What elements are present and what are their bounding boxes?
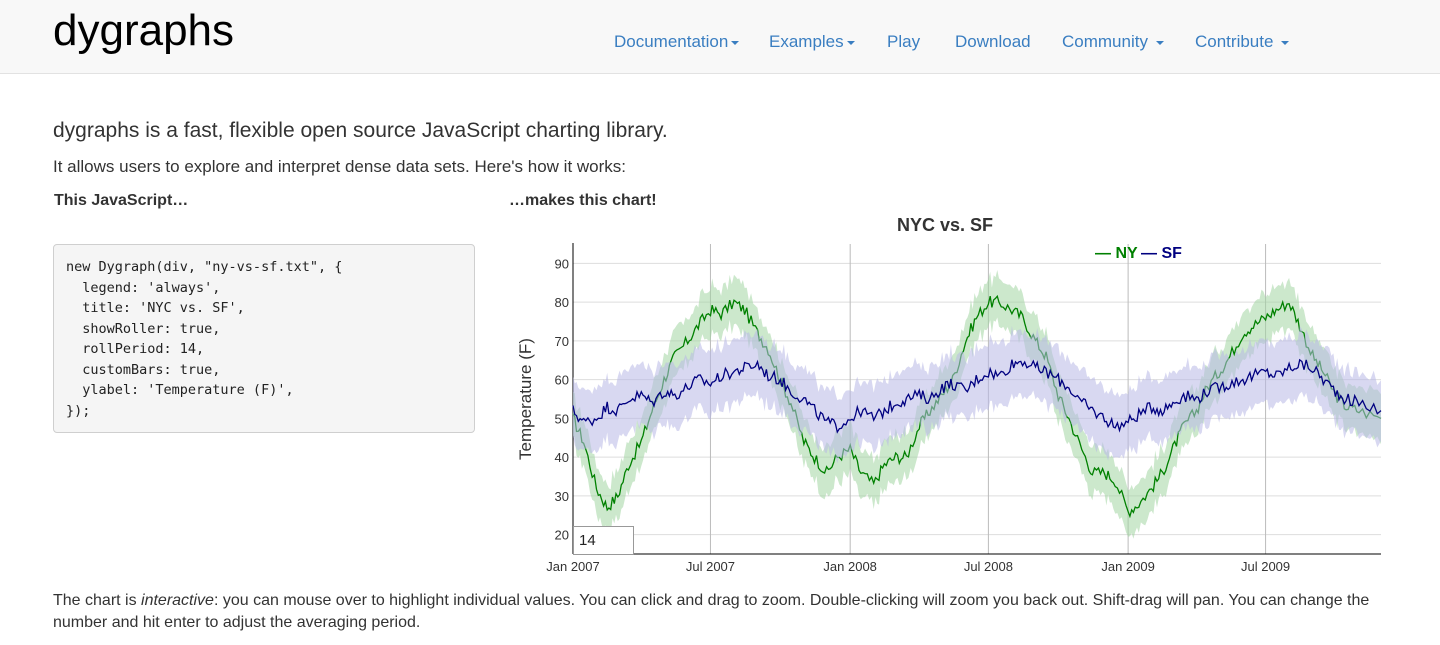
intro-lead: dygraphs is a fast, flexible open source…	[53, 119, 668, 142]
nav-examples[interactable]: Examples	[769, 32, 855, 52]
caret-down-icon	[1155, 40, 1164, 45]
brand-logo[interactable]: dygraphs	[53, 6, 235, 55]
nav-label: Community	[1062, 32, 1148, 51]
nav-contribute[interactable]: Contribute	[1195, 32, 1290, 52]
navbar: dygraphs Documentation Examples Play Dow…	[0, 0, 1440, 74]
nav-documentation[interactable]: Documentation	[614, 32, 740, 52]
x-tick-label: Jul 2008	[964, 559, 1013, 574]
x-tick-label: Jan 2009	[1101, 559, 1155, 574]
footer-pre: The chart is	[53, 592, 142, 609]
y-tick-label: 40	[555, 450, 569, 465]
y-axis-label: Temperature (F)	[516, 338, 535, 460]
caret-down-icon	[1281, 40, 1290, 45]
y-tick-label: 70	[555, 334, 569, 349]
y-tick-label: 50	[555, 411, 569, 426]
footer-emphasis: interactive	[141, 592, 214, 609]
caret-down-icon	[731, 40, 740, 45]
series-band-ny	[573, 270, 1381, 539]
footer-text: The chart is interactive: you can mouse …	[53, 590, 1393, 634]
intro-sub: It allows users to explore and interpret…	[53, 157, 627, 176]
chart-container[interactable]: NYC vs. SF 20 30 40 50 60 70 80 90 Jan 2007 Jul 20…	[505, 205, 1405, 585]
chart-svg[interactable]: NYC vs. SF 20 30 40 50 60 70 80 90 Jan 2007 Jul 20…	[505, 205, 1405, 585]
series-line-sf	[572, 358, 1382, 434]
chart-title: NYC vs. SF	[897, 215, 993, 235]
javascript-heading: This JavaScript…	[54, 192, 189, 209]
legend-entry-sf: — SF	[1141, 245, 1182, 262]
code-text: new Dygraph(div, "ny-vs-sf.txt", { legen…	[66, 259, 343, 419]
y-tick-label: 90	[555, 256, 569, 271]
x-tick-label: Jan 2008	[823, 559, 877, 574]
nav-label: Contribute	[1195, 32, 1274, 51]
y-tick-label: 60	[555, 373, 569, 388]
code-block: new Dygraph(div, "ny-vs-sf.txt", { legen…	[53, 244, 475, 433]
series-line-ny	[572, 294, 1382, 519]
x-tick-label: Jul 2007	[686, 559, 735, 574]
nav-download[interactable]: Download	[955, 32, 1031, 52]
x-tick-label: Jul 2009	[1241, 559, 1290, 574]
nav-label: Play	[887, 32, 921, 51]
chart-heading: …makes this chart!	[509, 192, 657, 209]
nav-label: Examples	[769, 32, 844, 51]
nav-menu: Documentation Examples Play Download Com…	[0, 0, 1440, 74]
caret-down-icon	[846, 40, 855, 45]
nav-label: Download	[955, 32, 1031, 51]
footer-post: : you can mouse over to highlight indivi…	[53, 592, 1370, 631]
nav-label: Documentation	[614, 32, 729, 51]
x-tick-label: Jan 2007	[546, 559, 600, 574]
series-band-sf	[573, 325, 1381, 464]
nav-play[interactable]: Play	[887, 32, 920, 52]
roll-period-input[interactable]	[573, 526, 634, 555]
legend-entry-ny: — NY	[1095, 245, 1138, 262]
y-tick-label: 80	[555, 295, 569, 310]
y-tick-label: 20	[555, 528, 569, 543]
y-tick-label: 30	[555, 489, 569, 504]
nav-community[interactable]: Community	[1062, 32, 1164, 52]
